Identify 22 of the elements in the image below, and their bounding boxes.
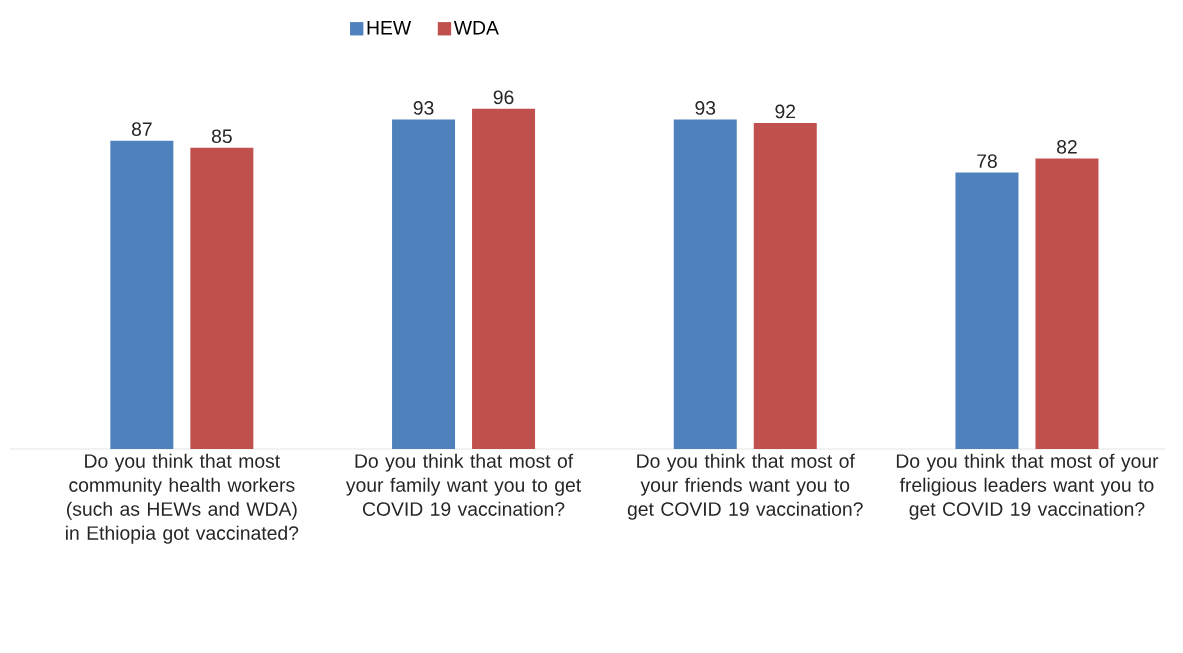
- x-tick-label: Do you think that most of your friends want you to get COVID 19 vaccination?: [627, 453, 863, 520]
- data-label: 85: [211, 129, 232, 144]
- x-tick-label: Do you think that most of your family want you to get COVID 19 vaccination?: [345, 453, 582, 516]
- legend-label: HEW: [367, 21, 412, 35]
- bar: [392, 119, 456, 449]
- bar: [673, 119, 737, 449]
- data-label: 93: [695, 101, 716, 115]
- data-label: 96: [493, 90, 514, 105]
- bar: [1035, 158, 1099, 449]
- data-label: 92: [775, 104, 796, 119]
- x-tick-label: Do you think that most community health workers (such as HEWs and WDA) in Ethiopia got vaccinated?: [66, 453, 299, 544]
- bar: [110, 140, 174, 449]
- data-label: 87: [131, 122, 152, 137]
- legend-label: WDA: [453, 21, 499, 35]
- bar: [472, 108, 536, 449]
- data-label: 82: [1057, 140, 1077, 154]
- bar: [190, 147, 254, 449]
- bar: [753, 123, 817, 449]
- data-label: 93: [413, 101, 434, 115]
- bar: [955, 172, 1019, 449]
- x-tick-label: Do you think that most of your freligious leaders want you to get COVID 19 vaccination?: [896, 453, 1159, 520]
- data-label: 78: [977, 154, 997, 168]
